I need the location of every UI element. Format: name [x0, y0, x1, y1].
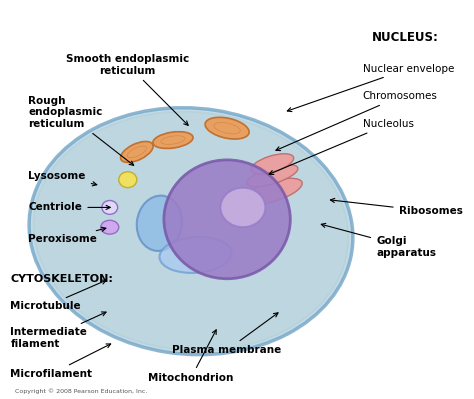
Text: Peroxisome: Peroxisome: [28, 227, 106, 244]
Text: Rough
endoplasmic
reticulum: Rough endoplasmic reticulum: [28, 96, 134, 165]
Ellipse shape: [120, 142, 153, 162]
Ellipse shape: [214, 122, 240, 134]
Ellipse shape: [119, 172, 137, 188]
Ellipse shape: [251, 154, 294, 174]
Text: Microtubule: Microtubule: [10, 280, 106, 312]
Ellipse shape: [220, 188, 265, 227]
Text: Lysosome: Lysosome: [28, 171, 97, 186]
Text: NUCLEUS:: NUCLEUS:: [372, 31, 438, 43]
Text: Chromosomes: Chromosomes: [276, 91, 438, 150]
Ellipse shape: [100, 220, 119, 234]
Text: Mitochondrion: Mitochondrion: [148, 330, 234, 383]
Text: Smooth endoplasmic
reticulum: Smooth endoplasmic reticulum: [66, 54, 190, 125]
Text: Copyright © 2008 Pearson Education, Inc.: Copyright © 2008 Pearson Education, Inc.: [15, 388, 147, 394]
Text: Centriole: Centriole: [28, 202, 110, 212]
Ellipse shape: [242, 178, 302, 205]
Text: CYTOSKELETON:: CYTOSKELETON:: [10, 274, 113, 284]
Text: Golgi
apparatus: Golgi apparatus: [321, 223, 436, 258]
Ellipse shape: [127, 146, 146, 158]
Ellipse shape: [159, 237, 231, 273]
Ellipse shape: [205, 117, 249, 139]
Ellipse shape: [137, 196, 182, 251]
Text: Nuclear envelope: Nuclear envelope: [287, 64, 454, 112]
Text: Nucleolus: Nucleolus: [269, 119, 413, 174]
Ellipse shape: [34, 112, 348, 351]
Ellipse shape: [161, 136, 185, 144]
Ellipse shape: [164, 160, 290, 279]
Text: Plasma membrane: Plasma membrane: [173, 313, 282, 355]
Ellipse shape: [246, 165, 298, 187]
Ellipse shape: [102, 200, 118, 214]
Ellipse shape: [153, 132, 193, 148]
Ellipse shape: [29, 108, 353, 355]
Text: Microfilament: Microfilament: [10, 344, 110, 379]
Text: Intermediate
filament: Intermediate filament: [10, 312, 106, 349]
Text: Ribosomes: Ribosomes: [330, 198, 463, 216]
